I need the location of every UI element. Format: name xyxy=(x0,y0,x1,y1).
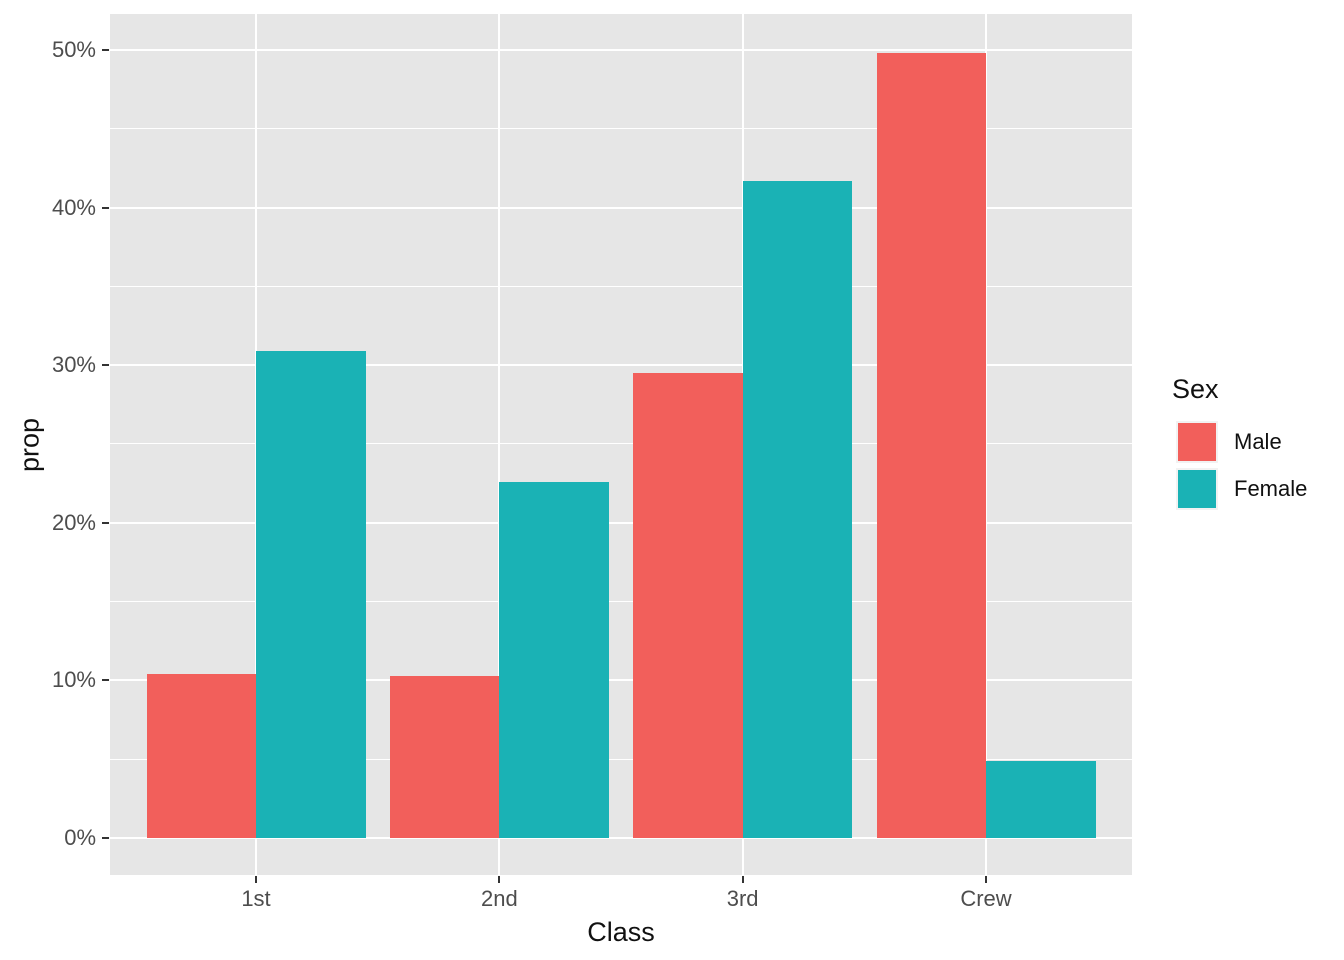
bar-male-crew xyxy=(876,53,986,838)
bar-female-1st xyxy=(256,350,366,838)
y-tick-label: 30% xyxy=(51,352,96,378)
legend-title: Sex xyxy=(1172,374,1219,404)
vertical-gridline xyxy=(498,14,501,875)
legend: Sex Male Female xyxy=(1172,374,1307,515)
minor-gridline xyxy=(110,285,1132,287)
bar-female-crew xyxy=(986,760,1096,838)
y-tick-mark xyxy=(102,364,109,367)
minor-gridline xyxy=(110,758,1132,760)
bar-female-2nd xyxy=(499,481,609,838)
bar-male-2nd xyxy=(389,675,500,838)
y-tick-label: 10% xyxy=(51,667,96,693)
x-tick-mark xyxy=(498,876,501,883)
legend-entry-female: Female xyxy=(1176,468,1307,510)
y-tick-label: 40% xyxy=(51,194,96,220)
y-tick-mark xyxy=(102,836,109,839)
major-gridline xyxy=(110,48,1132,51)
y-tick-label: 0% xyxy=(64,824,96,850)
major-gridline xyxy=(110,679,1132,682)
x-tick-mark xyxy=(255,876,257,883)
y-tick-label: 50% xyxy=(51,36,96,62)
minor-gridline xyxy=(110,600,1132,602)
plot-panel xyxy=(110,14,1132,875)
y-tick-label: 20% xyxy=(51,509,96,535)
y-tick-mark xyxy=(102,206,109,209)
y-axis-title: prop xyxy=(14,417,45,473)
vertical-gridline xyxy=(985,14,987,875)
minor-gridline xyxy=(110,128,1132,130)
legend-label: Female xyxy=(1234,476,1308,501)
x-tick-label: Crew xyxy=(960,886,1012,911)
legend-swatch-female xyxy=(1176,468,1218,510)
legend-label: Male xyxy=(1234,429,1282,454)
bar-male-3rd xyxy=(633,372,743,838)
x-axis-title: Class xyxy=(587,917,655,947)
x-tick-mark xyxy=(985,876,987,883)
x-tick-label: 3rd xyxy=(726,886,759,911)
major-gridline xyxy=(110,836,1132,839)
major-gridline xyxy=(110,364,1132,367)
legend-entry-male: Male xyxy=(1176,421,1307,463)
minor-gridline xyxy=(110,443,1132,445)
bar-male-1st xyxy=(146,673,256,838)
y-tick-mark xyxy=(102,48,109,51)
y-tick-mark xyxy=(102,679,109,682)
major-gridline xyxy=(110,206,1132,209)
x-tick-mark xyxy=(741,876,744,883)
legend-swatch-male xyxy=(1176,421,1218,463)
legend-entries: Male Female xyxy=(1172,421,1307,510)
major-gridline xyxy=(110,521,1132,524)
x-tick-label: 2nd xyxy=(480,886,518,911)
y-tick-mark xyxy=(102,521,109,524)
x-tick-label: 1st xyxy=(241,886,271,911)
bar-female-3rd xyxy=(742,180,853,838)
